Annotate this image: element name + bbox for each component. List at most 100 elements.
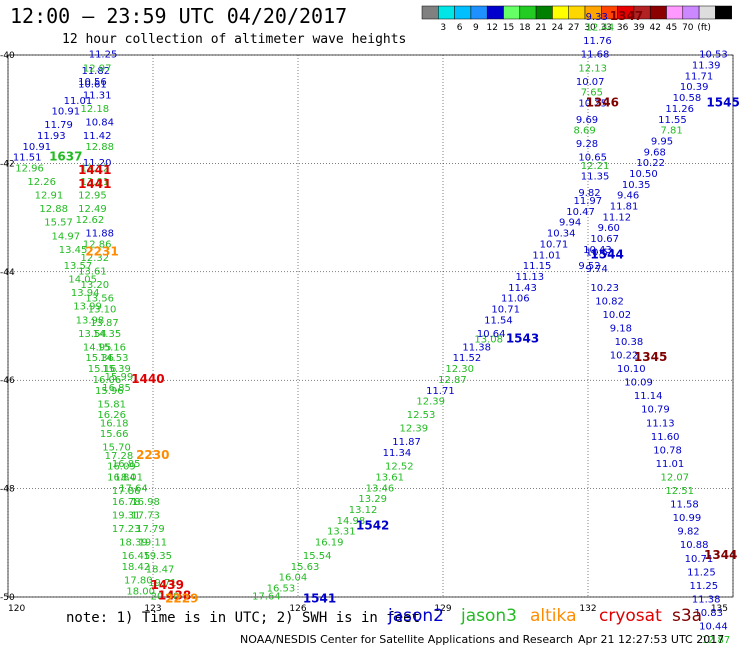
wave-height-value: 15.81	[97, 399, 126, 410]
wave-height-value: 11.79	[44, 120, 73, 131]
lat-tick-label: -48	[0, 485, 15, 495]
wave-height-value: 10.50	[629, 169, 658, 180]
wave-height-value: 15.70	[102, 443, 131, 454]
wave-height-value: 11.25	[687, 567, 716, 578]
legend-jason2: jason2	[388, 606, 444, 626]
wave-height-value: 10.65	[578, 153, 607, 164]
lat-tick-label: -44	[0, 268, 15, 278]
wave-height-value: 15.36	[85, 353, 114, 364]
pass-time-label: 1542	[356, 518, 389, 532]
wave-height-value: 11.38	[692, 594, 721, 605]
wave-height-value: 11.25	[690, 581, 719, 592]
wave-height-value: 12.88	[85, 142, 114, 153]
wave-height-value: 17.64	[119, 483, 148, 494]
wave-height-value: 11.58	[670, 500, 699, 511]
legend-altika: altika	[530, 606, 577, 626]
wave-height-value: 12.26	[27, 177, 56, 188]
colorbar-swatch	[698, 5, 716, 20]
pass-time-label: 1545	[706, 95, 739, 109]
wave-height-value: 13.20	[81, 280, 110, 291]
pass-time-label: 1346	[586, 95, 619, 109]
lon-tick-label: 129	[434, 604, 451, 614]
wave-height-value: 17.86	[112, 486, 141, 497]
wave-height-value: 15.54	[303, 551, 332, 562]
pass-time-label: 1438	[158, 589, 191, 603]
wave-height-value: 11.97	[574, 196, 603, 207]
observations-layer: 11.2511.8210.5610.6111.3111.0110.9110.84…	[13, 12, 730, 646]
wave-height-value: 11.01	[532, 250, 561, 261]
wave-height-value: 10.39	[680, 82, 709, 93]
wave-height-value: 13.31	[327, 527, 356, 538]
wave-height-value: 10.79	[641, 405, 670, 416]
wave-height-value: 9.33	[586, 12, 608, 23]
wave-height-value: 15.99	[105, 372, 134, 383]
wave-height-value: 12.44	[586, 23, 615, 34]
wave-height-value: 13.94	[71, 288, 100, 299]
colorbar-swatch	[486, 5, 504, 20]
wave-height-value: 17.73	[131, 510, 160, 521]
legend-jason3: jason3	[461, 606, 517, 626]
wave-height-value: 12.95	[78, 191, 107, 202]
map-ticks: 120 123 126 129 132 135 -40 -42 -44 -46 -48 -50	[0, 51, 728, 614]
colorbar-swatch	[519, 5, 537, 20]
colorbar-label: 27	[568, 23, 579, 33]
wave-height-value: 11.68	[581, 50, 610, 61]
wave-height-value: 10.35	[622, 180, 651, 191]
wave-height-value: 9.95	[651, 136, 673, 147]
colorbar-label: 36	[617, 23, 629, 33]
wave-height-value: 10.47	[566, 207, 595, 218]
wave-height-value: 11.60	[651, 432, 680, 443]
wave-height-value: 16.26	[97, 410, 126, 421]
wave-height-value: 13.61	[375, 472, 404, 483]
pass-time-label: 1441	[78, 177, 111, 191]
wave-height-value: 12.39	[400, 424, 429, 435]
colorbar-swatch	[649, 5, 667, 20]
wave-height-value: 11.88	[85, 229, 114, 240]
wave-height-value: 11.54	[484, 315, 513, 326]
pass-time-label: 1541	[303, 591, 336, 605]
wave-height-value: 10.07	[576, 77, 605, 88]
wave-height-value: 10.53	[699, 50, 728, 61]
colorbar-label: 45	[666, 23, 677, 33]
wave-height-value: 11.43	[508, 283, 537, 294]
wave-height-value: 14.35	[93, 329, 122, 340]
wave-height-value: 14.97	[52, 231, 81, 242]
colorbar-label: (ft)	[697, 23, 711, 33]
wave-height-value: 15.57	[44, 218, 73, 229]
wave-height-value: 10.56	[78, 77, 107, 88]
colorbar-swatch	[438, 5, 455, 20]
colorbar-label: 9	[473, 23, 479, 33]
wave-height-value: 13.99	[73, 302, 102, 313]
pass-time-label: 2229	[165, 591, 198, 605]
wave-height-value: 12.12	[81, 164, 110, 175]
wave-height-value: 12.91	[35, 191, 64, 202]
wave-height-value: 10.67	[590, 234, 619, 245]
wave-height-value: 19.11	[139, 538, 168, 549]
wave-height-value: 11.51	[13, 153, 42, 164]
colorbar: 3 6 9 12 15 18 21 24 27 30 33 36 39 42 45 70 (ft)	[421, 5, 732, 33]
wave-height-value: 16.85	[102, 383, 131, 394]
wave-height-value: 11.31	[83, 90, 112, 101]
wave-height-value: 10.71	[540, 239, 569, 250]
legend-cryosat: cryosat	[599, 606, 662, 626]
wave-height-value: 13.45	[59, 245, 88, 256]
wave-height-value: 12.18	[81, 104, 110, 115]
wave-height-value: 17.64	[252, 592, 281, 603]
wave-height-value: 16.19	[315, 538, 344, 549]
pass-time-label: 1544	[590, 247, 623, 261]
wave-height-value: 14.98	[337, 516, 366, 527]
wave-height-value: 18.47	[146, 565, 175, 576]
colorbar-label: 42	[649, 23, 660, 33]
wave-height-value: 7.65	[581, 88, 603, 99]
wave-height-value: 18.39	[119, 538, 148, 549]
colorbar-label: 6	[457, 23, 463, 33]
lon-tick-label: 135	[711, 604, 728, 614]
colorbar-label: 30	[584, 23, 596, 33]
wave-height-value: 16.06	[93, 375, 122, 386]
wave-height-value: 19.35	[143, 551, 172, 562]
colorbar-label: 15	[503, 23, 514, 33]
wave-height-value: 10.91	[23, 142, 52, 153]
colorbar-label: 21	[535, 23, 546, 33]
wave-height-value: 9.46	[617, 191, 639, 202]
